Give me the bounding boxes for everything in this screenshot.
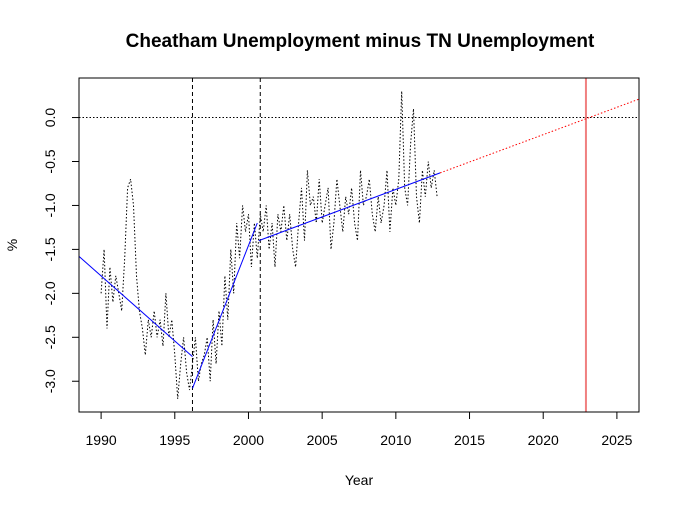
x-tick-label-2025: 2025 xyxy=(601,432,632,448)
x-tick-label-1990: 1990 xyxy=(86,432,117,448)
x-axis: 1990 1995 2000 2005 2010 2015 2020 2025 xyxy=(86,411,633,448)
x-axis-label: Year xyxy=(345,472,374,488)
x-tick-label-2005: 2005 xyxy=(307,432,338,448)
trend-segment-2 xyxy=(192,222,258,389)
y-axis: -3.0 -2.5 -2.0 -1.5 -1.0 -0.5 0.0 xyxy=(42,108,80,393)
trend-segment-3 xyxy=(258,172,441,242)
y-tick-label-2: -2.0 xyxy=(42,281,58,305)
y-tick-label-1: -2.5 xyxy=(42,325,58,349)
y-tick-label-0: -3.0 xyxy=(42,369,58,393)
plot-frame xyxy=(78,77,640,413)
chart-title: Cheatham Unemployment minus TN Unemploym… xyxy=(126,31,595,52)
trend-segment-1 xyxy=(78,256,193,357)
x-tick-label-2020: 2020 xyxy=(528,432,559,448)
projection-line xyxy=(439,98,640,174)
y-tick-label-6: 0.0 xyxy=(42,108,58,128)
plot-area xyxy=(78,78,640,412)
x-tick-label-2015: 2015 xyxy=(454,432,485,448)
data-series-line xyxy=(100,91,438,399)
y-tick-label-4: -1.0 xyxy=(42,193,58,217)
y-axis-label: % xyxy=(4,239,20,251)
x-tick-label-1995: 1995 xyxy=(159,432,190,448)
x-tick-label-2000: 2000 xyxy=(233,432,264,448)
x-tick-label-2010: 2010 xyxy=(380,432,411,448)
y-tick-label-5: -0.5 xyxy=(42,149,58,173)
y-tick-label-3: -1.5 xyxy=(42,237,58,261)
